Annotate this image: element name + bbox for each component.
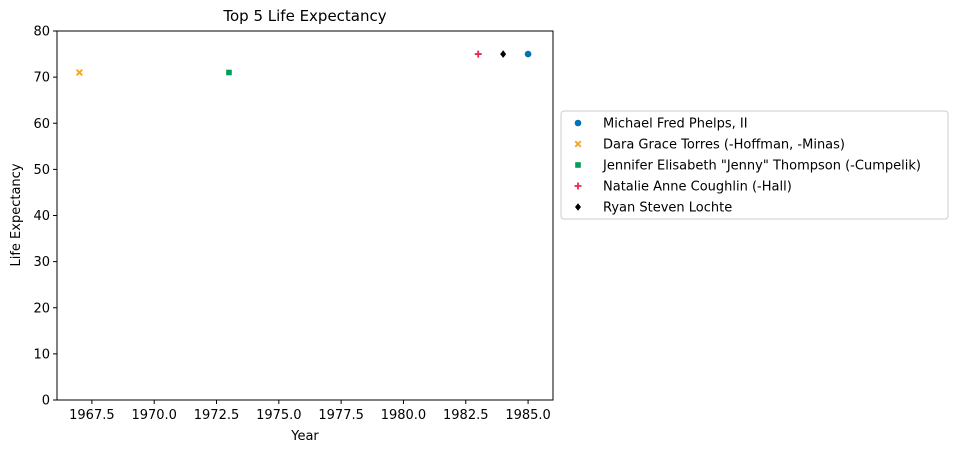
x-tick-label: 1967.5 xyxy=(69,408,115,423)
y-tick-label: 30 xyxy=(33,255,50,270)
y-tick-label: 0 xyxy=(42,394,50,409)
data-point xyxy=(226,69,232,76)
data-point xyxy=(75,69,83,76)
x-axis-label: Year xyxy=(290,429,319,444)
legend-marker xyxy=(575,162,581,168)
legend: Michael Fred Phelps, II Dara Grace Torres… xyxy=(560,110,949,220)
legend-label: Natalie Anne Coughlin (-Hall) xyxy=(603,180,792,195)
y-axis-label: Life Expectancy xyxy=(9,163,24,266)
y-tick-label: 20 xyxy=(33,301,50,316)
data-point xyxy=(524,50,532,58)
x-axis: 1967.5 1970.0 1972.5 1975.0 1977.5 1980.0 1982… xyxy=(69,400,551,423)
data-point xyxy=(500,50,507,58)
legend-marker xyxy=(574,182,582,190)
chart-title: Top 5 Life Expectancy xyxy=(222,7,386,25)
x-tick-label: 1982.5 xyxy=(443,408,489,423)
x-tick-label: 1972.5 xyxy=(194,408,240,423)
legend-label: Dara Grace Torres (-Hoffman, -Minas) xyxy=(603,138,845,153)
y-tick-label: 80 xyxy=(33,25,50,40)
x-tick-label: 1980.0 xyxy=(381,408,427,423)
plot-frame xyxy=(56,30,554,401)
legend-marker xyxy=(574,119,582,127)
x-tick-label: 1975.0 xyxy=(256,408,302,423)
y-tick-label: 70 xyxy=(33,71,50,86)
y-tick-label: 50 xyxy=(33,163,50,178)
legend-marker xyxy=(574,140,582,148)
legend-label: Michael Fred Phelps, II xyxy=(603,117,748,132)
data-points xyxy=(75,50,532,76)
x-tick-label: 1977.5 xyxy=(318,408,364,423)
y-tick-label: 60 xyxy=(33,117,50,132)
y-axis: 0 10 20 30 40 50 60 70 80 xyxy=(33,25,57,409)
x-tick-label: 1970.0 xyxy=(131,408,177,423)
x-tick-label: 1985.0 xyxy=(505,408,551,423)
legend-frame xyxy=(560,110,949,220)
y-tick-label: 10 xyxy=(33,347,50,362)
legend-label: Jennifer Elisabeth "Jenny" Thompson (-Cu… xyxy=(602,159,921,174)
y-tick-label: 40 xyxy=(33,209,50,224)
legend-marker xyxy=(575,203,581,211)
legend-label: Ryan Steven Lochte xyxy=(603,201,732,216)
data-point xyxy=(474,50,482,58)
